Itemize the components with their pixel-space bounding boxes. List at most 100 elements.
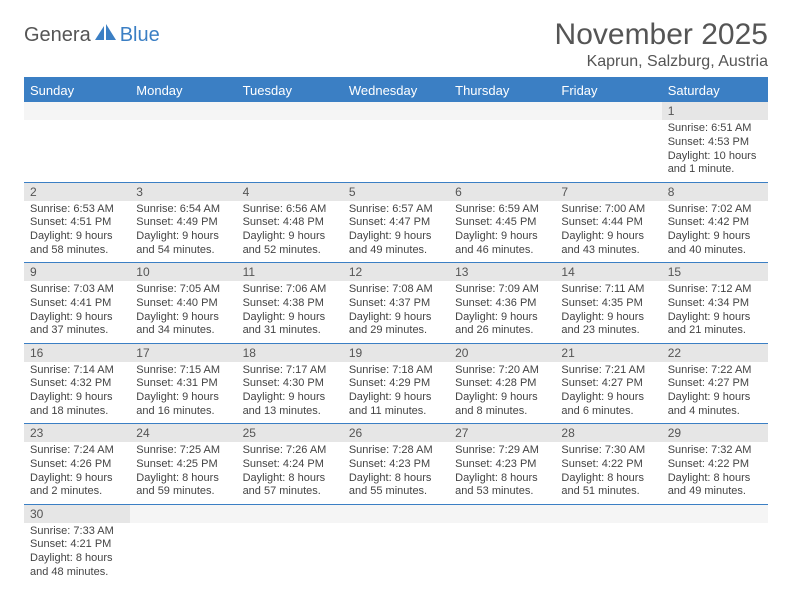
week-content-row: Sunrise: 6:53 AMSunset: 4:51 PMDaylight:… bbox=[24, 201, 768, 263]
day-content-cell: Sunrise: 7:17 AMSunset: 4:30 PMDaylight:… bbox=[237, 362, 343, 424]
daylight-text: Daylight: 9 hours and 26 minutes. bbox=[455, 311, 549, 339]
daylight-text: Daylight: 9 hours and 37 minutes. bbox=[30, 311, 124, 339]
daylight-text: Daylight: 9 hours and 58 minutes. bbox=[30, 230, 124, 258]
day-content-cell: Sunrise: 7:15 AMSunset: 4:31 PMDaylight:… bbox=[130, 362, 236, 424]
logo: Genera Blue bbox=[24, 18, 160, 47]
day-header: Wednesday bbox=[343, 79, 449, 102]
day-content-cell: Sunrise: 6:54 AMSunset: 4:49 PMDaylight:… bbox=[130, 201, 236, 263]
month-title: November 2025 bbox=[555, 18, 768, 51]
day-content-cell bbox=[343, 120, 449, 182]
day-content-cell bbox=[662, 523, 768, 585]
day-number-cell bbox=[130, 504, 236, 523]
logo-text-part2: Blue bbox=[120, 24, 160, 47]
day-number-cell: 7 bbox=[555, 182, 661, 201]
sunrise-text: Sunrise: 7:25 AM bbox=[136, 444, 230, 458]
location: Kaprun, Salzburg, Austria bbox=[555, 53, 768, 71]
day-number-cell bbox=[343, 102, 449, 120]
sunrise-text: Sunrise: 7:30 AM bbox=[561, 444, 655, 458]
sunset-text: Sunset: 4:25 PM bbox=[136, 458, 230, 472]
sunrise-text: Sunrise: 7:06 AM bbox=[243, 283, 337, 297]
week-content-row: Sunrise: 7:33 AMSunset: 4:21 PMDaylight:… bbox=[24, 523, 768, 585]
day-number-cell: 18 bbox=[237, 343, 343, 362]
sunrise-text: Sunrise: 7:03 AM bbox=[30, 283, 124, 297]
day-number-cell: 6 bbox=[449, 182, 555, 201]
day-number-cell bbox=[555, 102, 661, 120]
sunset-text: Sunset: 4:51 PM bbox=[30, 216, 124, 230]
day-number-cell: 4 bbox=[237, 182, 343, 201]
sunset-text: Sunset: 4:44 PM bbox=[561, 216, 655, 230]
day-number-cell bbox=[343, 504, 449, 523]
week-number-row: 9101112131415 bbox=[24, 263, 768, 282]
day-number-cell: 24 bbox=[130, 424, 236, 443]
daylight-text: Daylight: 9 hours and 16 minutes. bbox=[136, 391, 230, 419]
daylight-text: Daylight: 9 hours and 6 minutes. bbox=[561, 391, 655, 419]
week-number-row: 16171819202122 bbox=[24, 343, 768, 362]
day-header: Thursday bbox=[449, 79, 555, 102]
day-content-cell: Sunrise: 7:08 AMSunset: 4:37 PMDaylight:… bbox=[343, 281, 449, 343]
sunrise-text: Sunrise: 7:05 AM bbox=[136, 283, 230, 297]
day-content-cell: Sunrise: 7:02 AMSunset: 4:42 PMDaylight:… bbox=[662, 201, 768, 263]
daylight-text: Daylight: 9 hours and 4 minutes. bbox=[668, 391, 762, 419]
daylight-text: Daylight: 9 hours and 52 minutes. bbox=[243, 230, 337, 258]
sunset-text: Sunset: 4:48 PM bbox=[243, 216, 337, 230]
day-number-cell: 1 bbox=[662, 102, 768, 120]
daylight-text: Daylight: 8 hours and 53 minutes. bbox=[455, 472, 549, 500]
sunset-text: Sunset: 4:23 PM bbox=[349, 458, 443, 472]
sunset-text: Sunset: 4:27 PM bbox=[561, 377, 655, 391]
sunrise-text: Sunrise: 7:32 AM bbox=[668, 444, 762, 458]
day-content-cell: Sunrise: 7:22 AMSunset: 4:27 PMDaylight:… bbox=[662, 362, 768, 424]
calendar-header-row: SundayMondayTuesdayWednesdayThursdayFrid… bbox=[24, 79, 768, 102]
week-number-row: 30 bbox=[24, 504, 768, 523]
day-number-cell: 23 bbox=[24, 424, 130, 443]
sunrise-text: Sunrise: 6:56 AM bbox=[243, 203, 337, 217]
sunrise-text: Sunrise: 7:26 AM bbox=[243, 444, 337, 458]
sunset-text: Sunset: 4:45 PM bbox=[455, 216, 549, 230]
sunrise-text: Sunrise: 7:11 AM bbox=[561, 283, 655, 297]
day-content-cell: Sunrise: 7:00 AMSunset: 4:44 PMDaylight:… bbox=[555, 201, 661, 263]
day-content-cell: Sunrise: 7:05 AMSunset: 4:40 PMDaylight:… bbox=[130, 281, 236, 343]
sunset-text: Sunset: 4:53 PM bbox=[668, 136, 762, 150]
sunset-text: Sunset: 4:21 PM bbox=[30, 538, 124, 552]
sunset-text: Sunset: 4:22 PM bbox=[561, 458, 655, 472]
daylight-text: Daylight: 9 hours and 23 minutes. bbox=[561, 311, 655, 339]
daylight-text: Daylight: 9 hours and 18 minutes. bbox=[30, 391, 124, 419]
day-number-cell bbox=[130, 102, 236, 120]
week-content-row: Sunrise: 7:24 AMSunset: 4:26 PMDaylight:… bbox=[24, 442, 768, 504]
day-number-cell: 19 bbox=[343, 343, 449, 362]
sunset-text: Sunset: 4:40 PM bbox=[136, 297, 230, 311]
day-content-cell bbox=[449, 523, 555, 585]
day-header: Tuesday bbox=[237, 79, 343, 102]
daylight-text: Daylight: 9 hours and 40 minutes. bbox=[668, 230, 762, 258]
daylight-text: Daylight: 9 hours and 54 minutes. bbox=[136, 230, 230, 258]
sunrise-text: Sunrise: 7:08 AM bbox=[349, 283, 443, 297]
day-number-cell: 5 bbox=[343, 182, 449, 201]
day-number-cell bbox=[24, 102, 130, 120]
day-content-cell: Sunrise: 7:30 AMSunset: 4:22 PMDaylight:… bbox=[555, 442, 661, 504]
day-content-cell: Sunrise: 7:11 AMSunset: 4:35 PMDaylight:… bbox=[555, 281, 661, 343]
day-number-cell: 26 bbox=[343, 424, 449, 443]
week-number-row: 2345678 bbox=[24, 182, 768, 201]
sunset-text: Sunset: 4:26 PM bbox=[30, 458, 124, 472]
sunrise-text: Sunrise: 6:57 AM bbox=[349, 203, 443, 217]
sunrise-text: Sunrise: 6:59 AM bbox=[455, 203, 549, 217]
sunset-text: Sunset: 4:22 PM bbox=[668, 458, 762, 472]
day-header: Saturday bbox=[662, 79, 768, 102]
sunrise-text: Sunrise: 6:53 AM bbox=[30, 203, 124, 217]
sunset-text: Sunset: 4:47 PM bbox=[349, 216, 443, 230]
sunset-text: Sunset: 4:49 PM bbox=[136, 216, 230, 230]
day-content-cell: Sunrise: 7:28 AMSunset: 4:23 PMDaylight:… bbox=[343, 442, 449, 504]
daylight-text: Daylight: 8 hours and 48 minutes. bbox=[30, 552, 124, 580]
week-content-row: Sunrise: 7:03 AMSunset: 4:41 PMDaylight:… bbox=[24, 281, 768, 343]
sunrise-text: Sunrise: 6:51 AM bbox=[668, 122, 762, 136]
day-number-cell bbox=[662, 504, 768, 523]
day-content-cell: Sunrise: 7:06 AMSunset: 4:38 PMDaylight:… bbox=[237, 281, 343, 343]
daylight-text: Daylight: 9 hours and 21 minutes. bbox=[668, 311, 762, 339]
sunset-text: Sunset: 4:38 PM bbox=[243, 297, 337, 311]
day-number-cell: 28 bbox=[555, 424, 661, 443]
sunrise-text: Sunrise: 7:02 AM bbox=[668, 203, 762, 217]
day-content-cell: Sunrise: 6:59 AMSunset: 4:45 PMDaylight:… bbox=[449, 201, 555, 263]
day-content-cell: Sunrise: 7:32 AMSunset: 4:22 PMDaylight:… bbox=[662, 442, 768, 504]
sunset-text: Sunset: 4:31 PM bbox=[136, 377, 230, 391]
week-content-row: Sunrise: 7:14 AMSunset: 4:32 PMDaylight:… bbox=[24, 362, 768, 424]
day-content-cell: Sunrise: 7:14 AMSunset: 4:32 PMDaylight:… bbox=[24, 362, 130, 424]
